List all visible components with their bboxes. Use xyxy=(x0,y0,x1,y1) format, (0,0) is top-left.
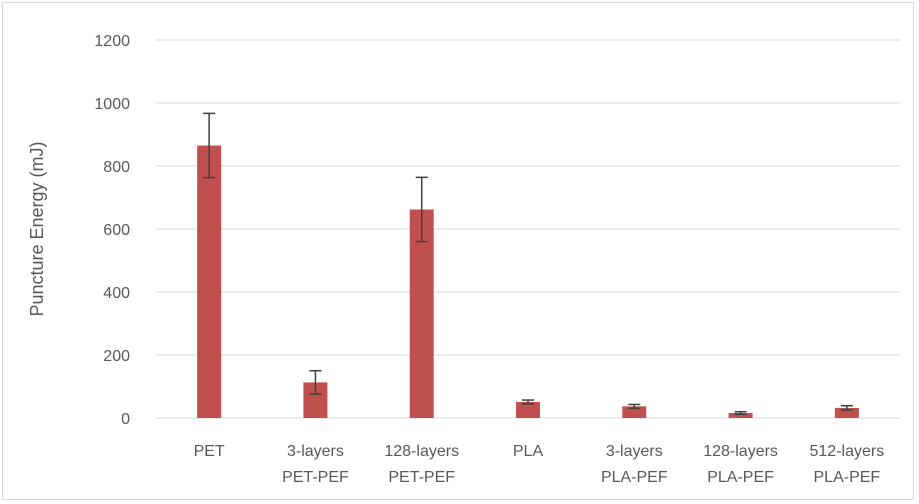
x-tick-label-line: PLA-PEF xyxy=(707,469,774,486)
bar xyxy=(197,145,222,418)
x-tick-label-line: 128-layers xyxy=(703,443,778,460)
bar xyxy=(622,406,647,418)
x-axis-ticks: PET 3-layers PET-PEF 128-layers PET-PEF PLA 3-… xyxy=(194,443,885,486)
x-tick-label: 512-layers PLA-PEF xyxy=(810,443,885,486)
x-tick-label-line: PLA-PEF xyxy=(814,469,881,486)
error-bars xyxy=(203,112,853,415)
x-tick-label-line: PLA-PEF xyxy=(601,469,668,486)
x-tick-label-line: 512-layers xyxy=(810,443,885,460)
x-tick-label: 3-layers PET-PEF xyxy=(282,443,349,486)
bar xyxy=(516,401,540,418)
y-tick-label: 1000 xyxy=(94,96,130,113)
x-tick-label-line: 128-layers xyxy=(384,443,459,460)
x-tick-label-line: PET-PEF xyxy=(388,469,455,486)
bars xyxy=(197,145,859,418)
x-tick-label-line: 3-layers xyxy=(606,443,663,460)
bar xyxy=(728,412,753,418)
x-tick-label-line: 3-layers xyxy=(287,443,344,460)
y-tick-label: 400 xyxy=(103,285,130,302)
x-tick-label-line: PET-PEF xyxy=(282,469,349,486)
x-tick-label: PET xyxy=(194,443,225,460)
y-tick-label: 800 xyxy=(103,159,130,176)
y-tick-label: 200 xyxy=(103,348,130,365)
x-tick-label: 3-layers PLA-PEF xyxy=(601,443,668,486)
y-tick-label: 0 xyxy=(121,411,130,428)
bar xyxy=(834,407,859,418)
x-tick-label-line: PET xyxy=(194,443,225,460)
x-tick-label: 128-layers PET-PEF xyxy=(384,443,459,486)
y-axis-ticks: 0 200 400 600 800 1000 1200 xyxy=(94,33,130,428)
y-tick-label: 1200 xyxy=(94,33,130,50)
bar xyxy=(409,209,434,418)
y-tick-label: 600 xyxy=(103,222,130,239)
x-tick-label: PLA xyxy=(513,443,544,460)
y-axis-title: Puncture Energy (mJ) xyxy=(27,141,47,316)
x-tick-label: 128-layers PLA-PEF xyxy=(703,443,778,486)
x-tick-label-line: PLA xyxy=(513,443,544,460)
gridlines xyxy=(156,39,900,419)
